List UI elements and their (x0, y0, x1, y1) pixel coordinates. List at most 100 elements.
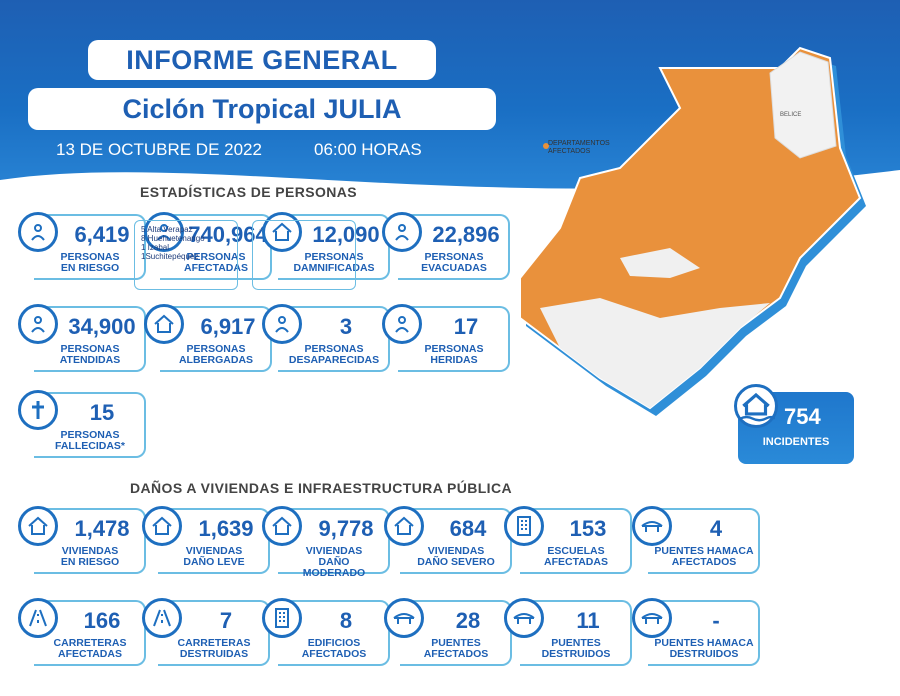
house-severe-icon (384, 506, 424, 546)
fatalities-detail-line: 1 Izabal (141, 243, 170, 252)
report-date: 13 DE OCTUBRE DE 2022 (56, 140, 262, 159)
person-stat-card-value: 22,896 (432, 222, 500, 247)
map-region-label: BELICE (780, 112, 802, 118)
school-icon (504, 506, 544, 546)
person-stat-card: 740,964 PERSONAS AFECTADAS (144, 212, 272, 280)
infra-stat-card: 1,639 VIVIENDAS DAÑO LEVE (142, 506, 270, 574)
infra-stat-card-label: VIVIENDAS DAÑO SEVERO (417, 545, 495, 568)
infra-stat-card-value: 166 (83, 608, 121, 633)
infra-stat-card-label: PUENTES DESTRUIDOS (541, 637, 611, 660)
infra-stat-card: 684 VIVIENDAS DAÑO SEVERO (384, 506, 512, 574)
bridge-car-icon (384, 598, 424, 638)
infra-stat-card-value: 8 (339, 608, 353, 633)
infra-stat-card-label: VIVIENDAS EN RIESGO (60, 545, 120, 568)
person-wind-icon (144, 212, 184, 252)
person-stat-card-value: 6,917 (200, 314, 256, 339)
person-stat-card-label: PERSONAS DAMNIFICADAS (293, 251, 375, 274)
infra-stat-card-label: VIVIENDAS DAÑO LEVE (183, 545, 245, 568)
infra-stat-card: 4 PUENTES HAMACA AFECTADOS (632, 506, 760, 574)
map-legend-label: DEPARTAMENTOS AFECTADOS (548, 140, 610, 155)
empty-box-text: - (259, 225, 262, 234)
house-icon (142, 506, 182, 546)
person-stat-card: 6,917 PERSONAS ALBERGADAS (144, 304, 272, 372)
report-subtitle: Ciclón Tropical JULIA (28, 88, 496, 130)
infra-section-title: DAÑOS A VIVIENDAS E INFRAESTRUCTURA PÚBL… (130, 480, 512, 496)
infra-stat-card-label: PUENTES AFECTADOS (423, 637, 489, 660)
shelter-icon (144, 304, 184, 344)
guatemala-map (519, 46, 866, 416)
infra-stat-card-value: 4 (709, 516, 723, 541)
infra-stat-card-label: CARRETERAS AFECTADAS (53, 637, 127, 660)
person-stat-card: 12,090 PERSONAS DAMNIFICADAS (262, 212, 390, 280)
infra-stat-card: 11 PUENTES DESTRUIDOS (504, 598, 632, 666)
infra-stat-card-value: 11 (576, 608, 600, 633)
people-rain-icon (18, 212, 58, 252)
person-stat-card-label: PERSONAS ALBERGADAS (178, 343, 254, 366)
person-stat-card-value: 34,900 (68, 314, 136, 339)
infra-stat-card: - PUENTES HAMACA DESTRUIDOS (632, 598, 760, 666)
person-stat-card: 34,900 PERSONAS ATENDIDAS (18, 304, 146, 372)
infra-stat-card-value: - (712, 608, 720, 633)
injured-person-icon (382, 304, 422, 344)
running-person-icon (382, 212, 422, 252)
infra-stat-card: 8 EDIFICIOS AFECTADOS (262, 598, 390, 666)
road-icon (18, 598, 58, 638)
person-stat-card: 6,419 PERSONAS EN RIESGO (18, 212, 146, 280)
map-legend (543, 143, 549, 149)
bridge-destroyed-icon (504, 598, 544, 638)
infra-stat-card: 153 ESCUELAS AFECTADAS (504, 506, 632, 574)
incidents-card: 754 INCIDENTES (734, 384, 854, 464)
fatalities-detail-box: 5 Alta Verapaz 8 Huehuetenango 1 Izabal … (134, 220, 238, 290)
building-icon (262, 598, 302, 638)
infra-stat-card-value: 1,639 (198, 516, 254, 541)
infra-stat-card-label: PUENTES HAMACA AFECTADOS (654, 545, 754, 568)
infra-stat-card-value: 28 (455, 608, 481, 633)
infra-stat-card-label: PUENTES HAMACA DESTRUIDOS (654, 637, 754, 660)
person-stat-card-value: 740,964 (188, 222, 268, 247)
fatalities-detail-line: 1Suchitepéquez (141, 252, 199, 261)
house-damage-icon (262, 506, 302, 546)
cross-icon (18, 390, 58, 430)
report-title: INFORME GENERAL (88, 40, 436, 80)
incidents-value: 754 (784, 404, 821, 429)
person-stat-card-label: PERSONAS ATENDIDAS (59, 343, 121, 366)
infra-stat-card-label: EDIFICIOS AFECTADOS (301, 637, 367, 660)
infra-stat-card: 166 CARRETERAS AFECTADAS (18, 598, 146, 666)
hanging-bridge-icon (632, 506, 672, 546)
fatalities-detail-line: 5 Alta Verapaz (141, 225, 193, 234)
person-house-icon (262, 212, 302, 252)
infra-stat-card-label: CARRETERAS DESTRUIDAS (177, 637, 251, 660)
person-stat-card: 15 PERSONAS FALLECIDAS* (18, 390, 146, 458)
person-stat-card: 3 PERSONAS DESAPARECIDAS (262, 304, 390, 372)
flood-house-icon (734, 384, 778, 428)
infra-stat-card-value: 153 (569, 516, 607, 541)
infra-stat-card-value: 9,778 (318, 516, 374, 541)
person-stat-card-label: PERSONAS DESAPARECIDAS (288, 343, 380, 366)
person-stat-card-value: 6,419 (74, 222, 130, 247)
person-stat-card: 22,896 PERSONAS EVACUADAS (382, 212, 510, 280)
infra-stat-card: 7 CARRETERAS DESTRUIDAS (142, 598, 270, 666)
infra-stat-card-value: 7 (219, 608, 233, 633)
person-stat-card-label: PERSONAS FALLECIDAS* (54, 429, 125, 452)
infra-stat-card: 28 PUENTES AFECTADOS (384, 598, 512, 666)
infra-stat-card-value: 684 (449, 516, 487, 541)
person-stat-card-value: 15 (89, 400, 115, 425)
infra-stat-card-label: VIVIENDAS DAÑO MODERADO (302, 545, 366, 579)
missing-person-icon (262, 304, 302, 344)
person-stat-card-value: 3 (339, 314, 353, 339)
person-stat-card-value: 17 (453, 314, 479, 339)
person-stat-card: 17 PERSONAS HERIDAS (382, 304, 510, 372)
incidents-label: INCIDENTES (762, 436, 830, 448)
person-stat-card-label: PERSONAS EVACUADAS (421, 251, 487, 274)
report-hour: 06:00 HORAS (314, 140, 422, 159)
person-stat-card-value: 12,090 (312, 222, 380, 247)
infra-stat-card: 1,478 VIVIENDAS EN RIESGO (18, 506, 146, 574)
empty-box: - (252, 220, 356, 290)
infra-stat-card: 9,778 VIVIENDAS DAÑO MODERADO (262, 506, 390, 579)
person-stat-card-label: PERSONAS AFECTADAS (184, 251, 248, 274)
infra-stat-card-value: 1,478 (74, 516, 130, 541)
infra-stat-card-label: ESCUELAS AFECTADAS (544, 545, 608, 568)
house-risk-icon (18, 506, 58, 546)
persons-section-title: ESTADÍSTICAS DE PERSONAS (140, 184, 358, 200)
person-stat-card-label: PERSONAS HERIDAS (424, 343, 484, 366)
